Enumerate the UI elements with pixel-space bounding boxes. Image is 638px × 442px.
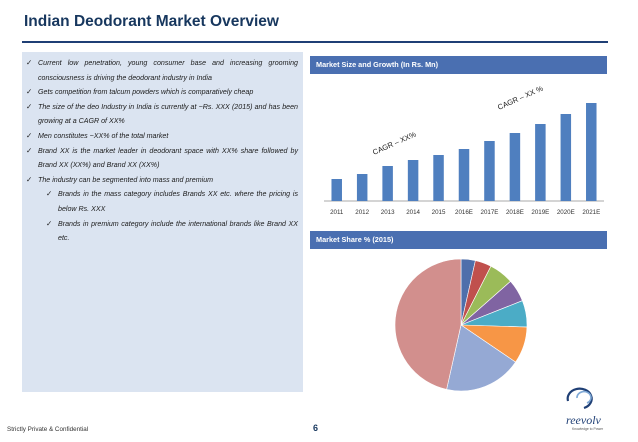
bar [586, 103, 597, 201]
bullet-text: Current low penetration, young consumer … [38, 59, 298, 82]
logo-tagline: Knowledge to Power [572, 427, 604, 431]
bullet-item: ✓ The industry can be segmented into mass… [26, 173, 298, 188]
title-divider [22, 41, 608, 43]
checkmark-icon: ✓ [46, 189, 53, 199]
bullet-text: Brands in the mass category includes Bra… [58, 190, 298, 213]
bar [407, 160, 419, 201]
logo-wordmark: reevolv [566, 413, 602, 427]
summary-panel [22, 52, 303, 392]
checkmark-icon: ✓ [26, 101, 33, 111]
bullet-list: ✓ Current low penetration, young consumer… [26, 56, 298, 246]
sub-bullet-item: ✓ Brands in premium category include the … [46, 217, 298, 246]
bullet-text: Brands in premium category include the i… [58, 219, 298, 243]
bullet-item: ✓ Men constitutes ~XX% of the total marke… [26, 129, 298, 144]
bar [509, 133, 521, 201]
bullet-item: ✓ Current low penetration, young consumer… [26, 56, 298, 85]
sub-bullet-item: ✓ Brands in the mass category includes Br… [46, 187, 298, 216]
confidentiality-note: Strictly Private & Confidential [7, 426, 89, 433]
bullet-text: Men constitutes ~XX% of the total market [38, 131, 169, 140]
page-number: 6 [313, 423, 319, 433]
page-title: Indian Deodorant Market Overview [24, 13, 279, 30]
checkmark-icon: ✓ [26, 174, 33, 184]
bullet-item: ✓ Brand XX is the market leader in deodor… [26, 144, 298, 173]
checkmark-icon: ✓ [26, 130, 33, 140]
bullet-text: The size of the deo Industry in India is… [38, 102, 298, 126]
bar [458, 149, 470, 201]
x-tick-label: 2021E [582, 209, 600, 216]
checkmark-icon: ✓ [26, 145, 33, 155]
market-size-header: Market Size and Growth (In Rs. Mn) [310, 56, 607, 74]
x-tick-label: 2014 [406, 209, 420, 216]
checkmark-icon: ✓ [46, 218, 53, 228]
pie-slice [394, 258, 462, 390]
logo-icon [566, 387, 593, 410]
bullet-text: Gets competition from talcum powders whi… [38, 88, 254, 97]
x-tick-label: 2016E [455, 209, 473, 216]
bar [382, 166, 393, 201]
bullet-text: Brand XX is the market leader in deodora… [38, 146, 298, 170]
x-tick-label: 2012 [355, 209, 369, 216]
bar [560, 114, 572, 201]
x-tick-label: 2011 [330, 209, 344, 216]
bullet-text: The industry can be segmented into mass … [38, 175, 214, 184]
bullet-item: ✓ Gets competition from talcum powders wh… [26, 85, 298, 100]
bar [331, 179, 342, 201]
pie-slice [446, 324, 517, 392]
bar [433, 155, 444, 201]
checkmark-icon: ✓ [26, 87, 33, 97]
bar [484, 141, 495, 201]
x-tick-label: 2019E [531, 209, 549, 216]
x-tick-label: 2018E [506, 209, 524, 216]
bar [535, 124, 546, 201]
bar [356, 174, 368, 201]
x-tick-label: 2017E [481, 209, 499, 216]
x-tick-label: 2013 [381, 209, 395, 216]
x-tick-label: 2020E [557, 209, 575, 216]
x-tick-label: 2015 [432, 209, 446, 216]
bullet-item: ✓ The size of the deo Industry in India i… [26, 100, 298, 129]
market-share-header: Market Share % (2015) [310, 231, 607, 249]
checkmark-icon: ✓ [26, 58, 33, 67]
